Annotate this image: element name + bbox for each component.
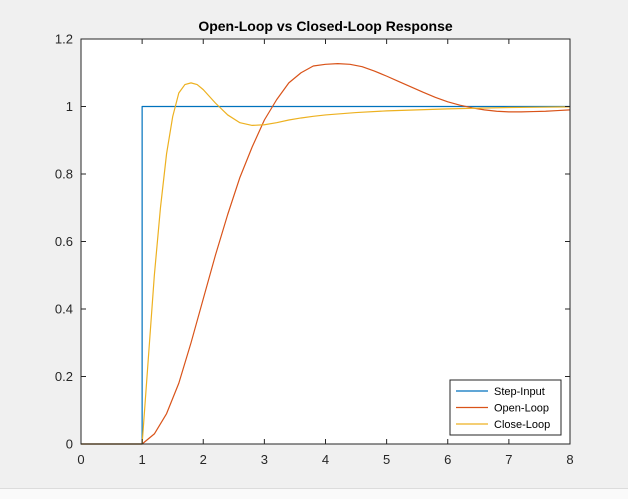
legend-label: Close-Loop — [494, 419, 550, 431]
y-tick-label: 1 — [66, 99, 73, 114]
x-tick-label: 7 — [505, 452, 512, 467]
y-tick-label: 1.2 — [55, 32, 73, 47]
y-tick-label: 0.2 — [55, 369, 73, 384]
y-tick-label: 0.4 — [55, 302, 73, 317]
tick-layer: 0 1 2 3 4 5 6 7 8 0 0.2 0.4 0.6 0.8 1 1.2 — [55, 32, 574, 468]
series-line-open-loop — [81, 63, 571, 445]
chart-title: Open-Loop vs Closed-Loop Response — [198, 18, 453, 34]
series-line-close-loop — [81, 82, 571, 445]
legend-label: Step-Input — [494, 386, 545, 398]
x-tick-label: 6 — [444, 452, 451, 467]
x-tick-label: 0 — [77, 452, 84, 467]
y-tick-label: 0 — [66, 437, 73, 452]
y-tick-label: 0.6 — [55, 234, 73, 249]
x-tick-label: 5 — [383, 452, 390, 467]
x-tick-label: 4 — [322, 452, 329, 467]
x-tick-label: 2 — [200, 452, 207, 467]
y-tick-label: 0.8 — [55, 167, 73, 182]
legend[interactable]: Step-Input Open-Loop Close-Loop — [449, 379, 562, 436]
x-tick-label: 1 — [139, 452, 146, 467]
legend-label: Open-Loop — [494, 403, 549, 415]
x-tick-label: 3 — [261, 452, 268, 467]
x-tick-label: 8 — [566, 452, 573, 467]
